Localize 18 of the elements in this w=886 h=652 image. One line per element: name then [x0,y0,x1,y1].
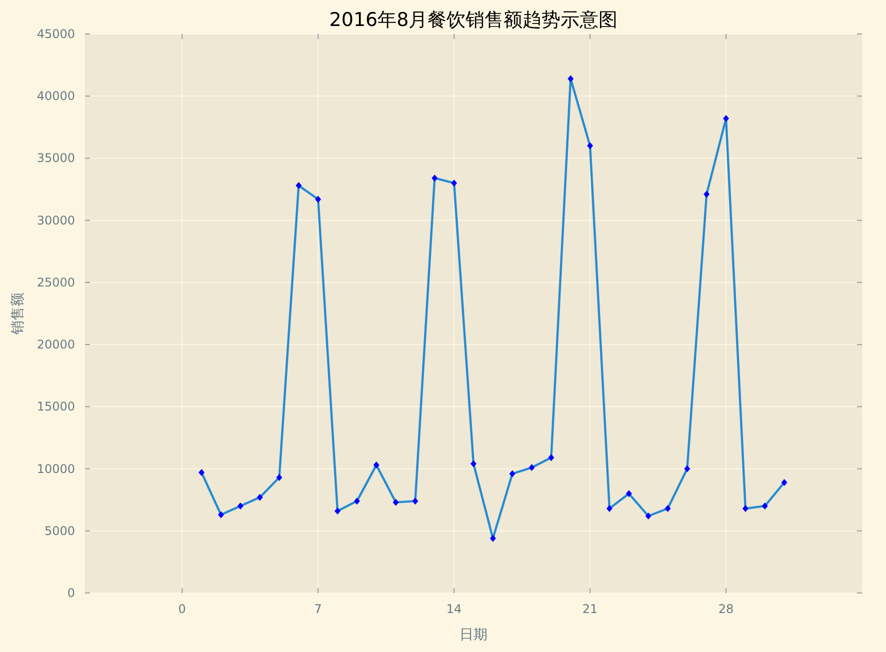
x-tick-label: 7 [314,602,322,616]
x-tick-label: 0 [178,602,186,616]
y-tick-label: 30000 [36,213,75,228]
x-tick-label: 28 [718,602,734,616]
y-tick-label: 25000 [36,275,75,290]
x-axis-title: 日期 [460,627,488,643]
y-tick-label: 0 [67,586,75,600]
chart-title: 2016年8月餐饮销售额趋势示意图 [329,9,618,31]
x-tick-label: 14 [446,602,462,616]
y-tick-label: 35000 [36,151,75,166]
y-tick-label: 15000 [36,400,75,414]
y-tick-label: 20000 [36,338,75,352]
x-tick-label: 21 [582,602,598,616]
y-tick-label: 10000 [36,462,75,476]
y-tick-label: 40000 [36,89,75,104]
y-tick-label: 5000 [44,524,75,538]
y-axis-title: 销售额 [10,292,26,336]
y-tick-label: 45000 [36,27,75,41]
